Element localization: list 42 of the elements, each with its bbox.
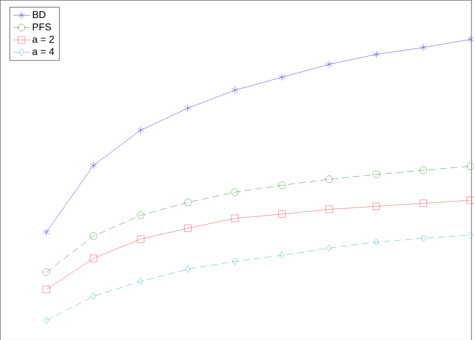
point [136, 235, 144, 243]
point [467, 35, 474, 43]
point [325, 205, 333, 213]
point [137, 126, 144, 134]
legend-label: BD [32, 10, 46, 18]
point [278, 73, 286, 81]
point [136, 211, 144, 219]
point [43, 228, 50, 236]
point [326, 244, 332, 252]
legend-label: a = 2 [32, 36, 54, 43]
point [372, 170, 380, 178]
point [231, 188, 239, 196]
point [184, 198, 192, 206]
legend-label: PFS [32, 23, 51, 30]
point [44, 316, 50, 324]
point [325, 175, 333, 183]
point [184, 224, 192, 232]
point [279, 251, 285, 259]
point [138, 277, 144, 285]
point [232, 86, 238, 94]
point [373, 50, 380, 58]
legend-label: a = 4 [32, 48, 54, 55]
point [90, 254, 98, 262]
point [420, 234, 426, 242]
point [420, 166, 428, 174]
point [278, 210, 286, 218]
point [90, 232, 98, 240]
point [184, 104, 191, 112]
point [420, 44, 427, 51]
point [90, 162, 97, 169]
point [232, 258, 238, 265]
point [372, 202, 380, 210]
point [42, 268, 50, 276]
point [373, 238, 380, 246]
point [231, 214, 239, 222]
point [326, 60, 332, 68]
point [42, 286, 50, 293]
point [420, 199, 428, 207]
point [278, 181, 286, 189]
point [468, 231, 474, 239]
point [90, 292, 96, 300]
point [184, 265, 191, 273]
